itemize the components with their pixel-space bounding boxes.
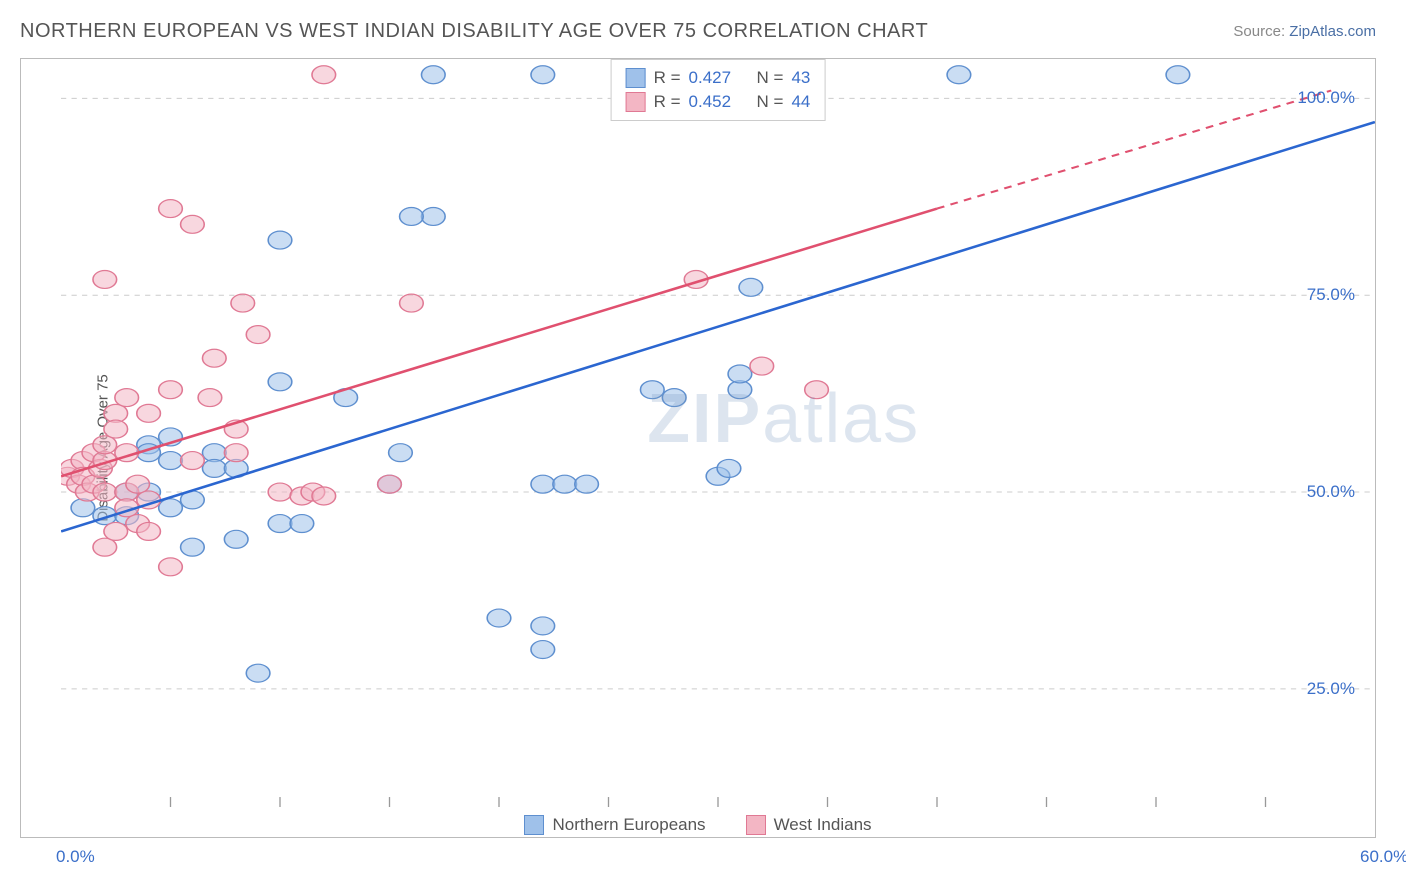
stats-row: R = 0.452 N = 44	[626, 90, 811, 114]
legend-item: West Indians	[746, 815, 872, 835]
source-link[interactable]: ZipAtlas.com	[1289, 23, 1376, 40]
y-tick-label: 100.0%	[1297, 88, 1355, 108]
stats-n-label: N =	[757, 68, 784, 88]
plot-area: ZIPatlas R = 0.427 N = 43 R = 0.452 N = …	[61, 59, 1375, 807]
y-tick-label: 50.0%	[1307, 482, 1355, 502]
stats-swatch	[626, 68, 646, 88]
stats-row: R = 0.427 N = 43	[626, 66, 811, 90]
scatter-plot-svg	[61, 59, 1375, 807]
chart-container: Disability Age Over 75 ZIPatlas R = 0.42…	[20, 58, 1376, 838]
y-tick-label: 75.0%	[1307, 285, 1355, 305]
legend-label: West Indians	[774, 815, 872, 835]
source-attribution: Source: ZipAtlas.com	[1233, 23, 1376, 40]
stats-r-label: R =	[654, 68, 681, 88]
stats-r-value: 0.452	[689, 92, 732, 112]
stats-n-value: 43	[791, 68, 810, 88]
stats-n-label: N =	[757, 92, 784, 112]
stats-legend-box: R = 0.427 N = 43 R = 0.452 N = 44	[611, 59, 826, 121]
stats-r-label: R =	[654, 92, 681, 112]
stats-swatch	[626, 92, 646, 112]
x-tick-label: 0.0%	[56, 847, 95, 867]
x-tick-label: 60.0%	[1360, 847, 1406, 867]
legend-label: Northern Europeans	[552, 815, 705, 835]
source-prefix: Source:	[1233, 23, 1289, 40]
chart-title: NORTHERN EUROPEAN VS WEST INDIAN DISABIL…	[20, 20, 928, 43]
y-tick-label: 25.0%	[1307, 679, 1355, 699]
stats-r-value: 0.427	[689, 68, 732, 88]
bottom-legend: Northern Europeans West Indians	[21, 815, 1375, 835]
legend-item: Northern Europeans	[524, 815, 705, 835]
legend-swatch	[524, 815, 544, 835]
legend-swatch	[746, 815, 766, 835]
stats-n-value: 44	[791, 92, 810, 112]
